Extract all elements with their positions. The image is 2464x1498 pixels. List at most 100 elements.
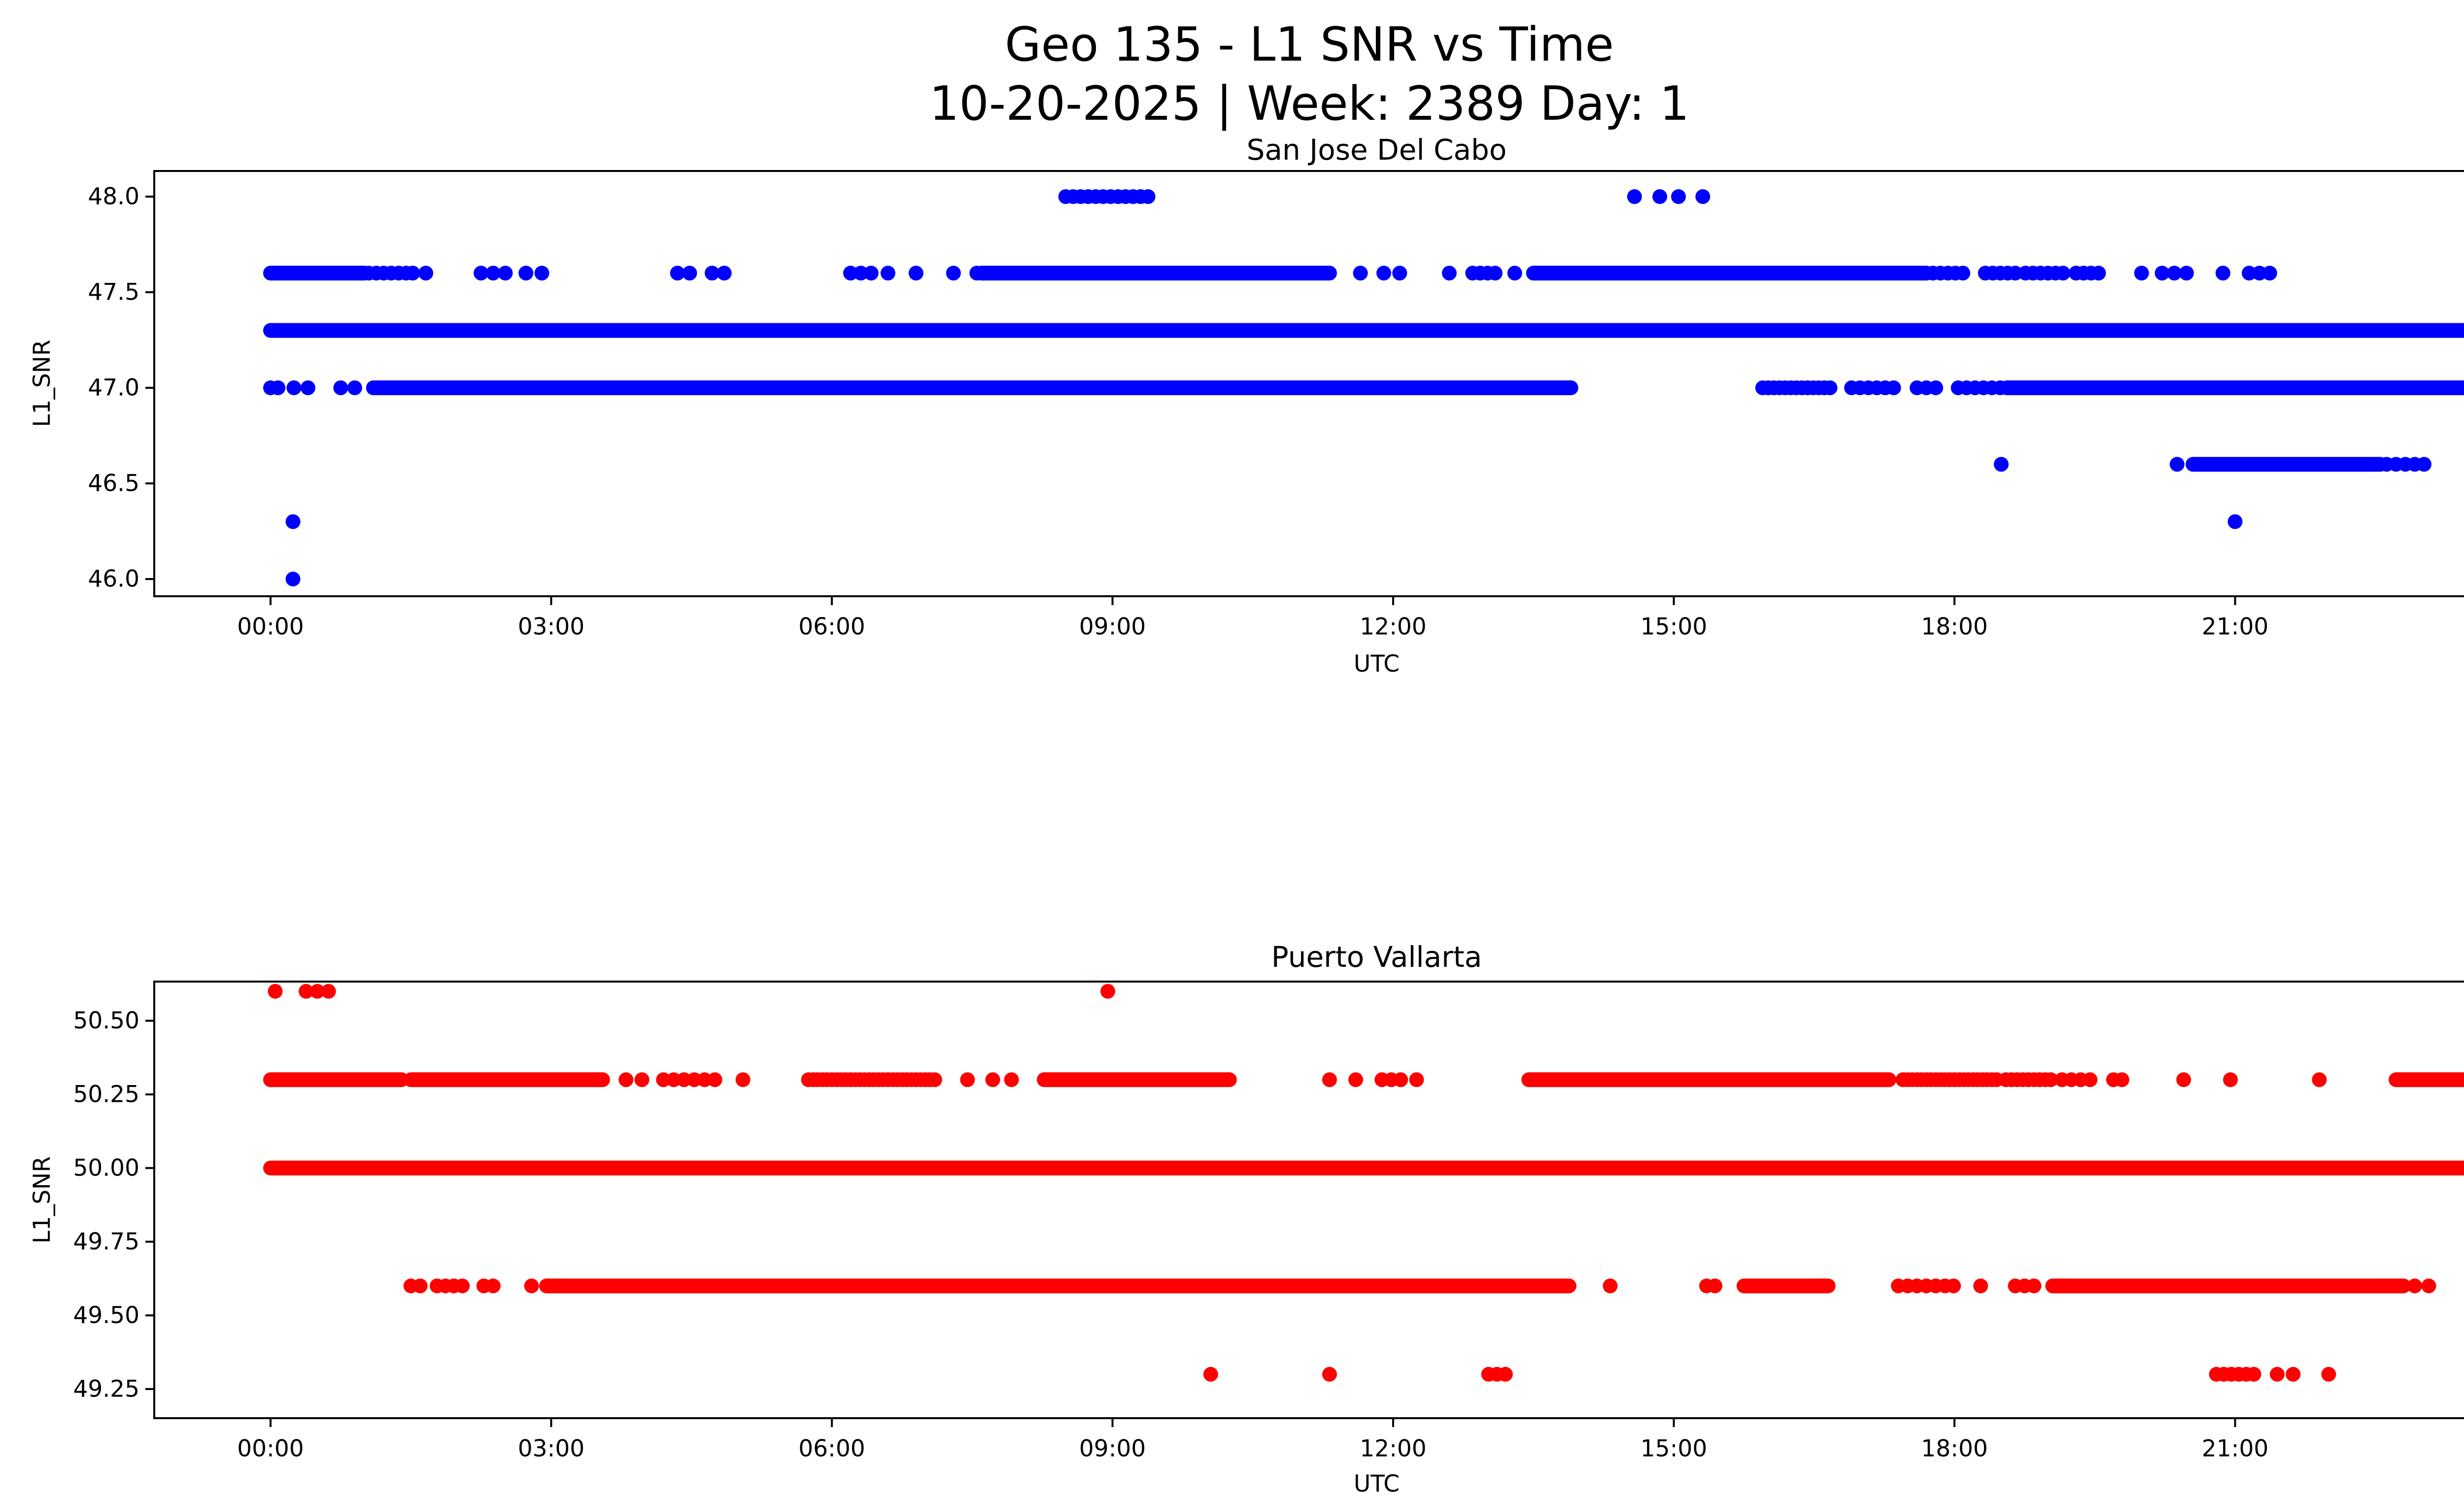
- x-tick-label: 21:00: [2202, 1435, 2268, 1463]
- data-point: [707, 1072, 722, 1088]
- data-point: [1652, 189, 1668, 204]
- data-point: [927, 1072, 942, 1088]
- data-point: [1487, 266, 1503, 281]
- x-tick-label: 09:00: [1079, 613, 1146, 641]
- data-point: [347, 380, 362, 396]
- axes-spines: [153, 981, 2464, 1419]
- y-axis-ticks: 50.50 50.25 50.00 49.75 49.50 49.25: [73, 1007, 154, 1402]
- data-point: [1322, 1072, 1337, 1088]
- band-46.3: [285, 514, 2243, 529]
- data-point: [2083, 1072, 2098, 1088]
- data-point: [285, 572, 301, 587]
- data-point: [2417, 457, 2432, 472]
- data-point: [697, 1072, 712, 1088]
- band-49.6: [403, 1278, 2436, 1294]
- band-47: [263, 380, 2464, 396]
- figure-title-line2: 10-20-2025 | Week: 2389 Day: 1: [929, 77, 1690, 131]
- data-point: [2312, 1072, 2327, 1088]
- data-point: [666, 1072, 682, 1088]
- x-tick-label: 00:00: [237, 1435, 304, 1463]
- data-point: [524, 1278, 539, 1294]
- data-point: [2043, 1072, 2058, 1088]
- data-point: [2286, 1366, 2301, 1382]
- x-axis-ticks: 00:00 03:00 06:00 09:00 12:00 15:00 18:00 21:00…: [237, 596, 2268, 641]
- data-point: [634, 1072, 650, 1088]
- x-tick-label: 06:00: [798, 1435, 865, 1463]
- data-point: [299, 984, 314, 999]
- y-axis-label-bottom: L1_SNR: [29, 1156, 56, 1244]
- y-tick-label: 50.00: [73, 1155, 139, 1182]
- data-point: [1627, 189, 1642, 204]
- data-point: [474, 266, 489, 281]
- x-tick-label: 09:00: [1079, 1435, 1146, 1463]
- data-point: [286, 380, 302, 396]
- subplot-1: 00:00 03:00 06:00 09:00 12:00 15:00 18:00 21:00…: [73, 981, 2464, 1463]
- data-point: [1993, 457, 2009, 472]
- data-point: [908, 266, 924, 281]
- data-point: [2169, 457, 2185, 472]
- data-point: [704, 266, 719, 281]
- data-point: [405, 266, 420, 281]
- data-point: [969, 266, 985, 281]
- y-tick-label: 46.0: [88, 566, 139, 593]
- axes-spines: [153, 170, 2464, 597]
- data-point: [735, 1072, 751, 1088]
- band-47.6: [263, 266, 2277, 281]
- data-point: [1100, 984, 1116, 999]
- data-point: [412, 1278, 428, 1294]
- data-point: [2155, 266, 2170, 281]
- data-point: [2215, 266, 2230, 281]
- band-50.6: [268, 984, 1116, 999]
- subplot-title-puerto-vallarta: Puerto Vallarta: [1271, 940, 1482, 974]
- data-point: [2262, 266, 2277, 281]
- data-point: [1695, 189, 1711, 204]
- data-point: [1955, 266, 1971, 281]
- data-point: [271, 380, 286, 396]
- x-tick-label: 12:00: [1360, 1435, 1426, 1463]
- data-point: [1886, 380, 1901, 396]
- data-point: [843, 266, 858, 281]
- data-point: [1973, 1278, 1988, 1294]
- data-point: [1393, 1072, 1408, 1088]
- data-point: [960, 1072, 975, 1088]
- x-tick-label: 18:00: [1921, 613, 1987, 641]
- data-points: [263, 984, 2464, 1382]
- band-49.3: [1203, 1366, 2336, 1382]
- x-axis-label-bottom: UTC: [1353, 1470, 1400, 1498]
- y-tick-label: 47.5: [88, 279, 139, 306]
- data-point: [1603, 1278, 1618, 1294]
- data-point: [2055, 266, 2071, 281]
- data-point: [1392, 266, 1407, 281]
- data-point: [1140, 189, 1156, 204]
- x-axis-label-top: UTC: [1353, 650, 1400, 678]
- data-point: [2179, 266, 2194, 281]
- subplot-title-san-jose-del-cabo: San Jose Del Cabo: [1246, 133, 1507, 167]
- data-point: [1671, 189, 1686, 204]
- data-point: [2421, 1278, 2436, 1294]
- data-point: [1203, 1366, 1218, 1382]
- band-46.6: [1993, 457, 2432, 472]
- data-point: [534, 266, 549, 281]
- data-point: [656, 1072, 671, 1088]
- y-tick-label: 50.50: [73, 1007, 139, 1034]
- band-48: [1058, 189, 1711, 204]
- data-point: [2167, 266, 2182, 281]
- figure-title-line1: Geo 135 - L1 SNR vs Time: [1005, 18, 1614, 72]
- data-point: [1322, 1366, 1337, 1382]
- data-point: [853, 266, 868, 281]
- data-point: [2407, 1278, 2423, 1294]
- y-tick-label: 48.0: [88, 183, 139, 210]
- data-point: [268, 984, 283, 999]
- y-tick-label: 49.25: [73, 1375, 139, 1402]
- data-point: [498, 266, 513, 281]
- data-point: [309, 984, 325, 999]
- data-point: [518, 266, 534, 281]
- data-point: [1498, 1366, 1513, 1382]
- data-point: [455, 1278, 470, 1294]
- band-46: [285, 572, 301, 587]
- data-point: [1708, 1278, 1723, 1294]
- x-tick-label: 06:00: [798, 613, 865, 641]
- data-point: [2134, 266, 2149, 281]
